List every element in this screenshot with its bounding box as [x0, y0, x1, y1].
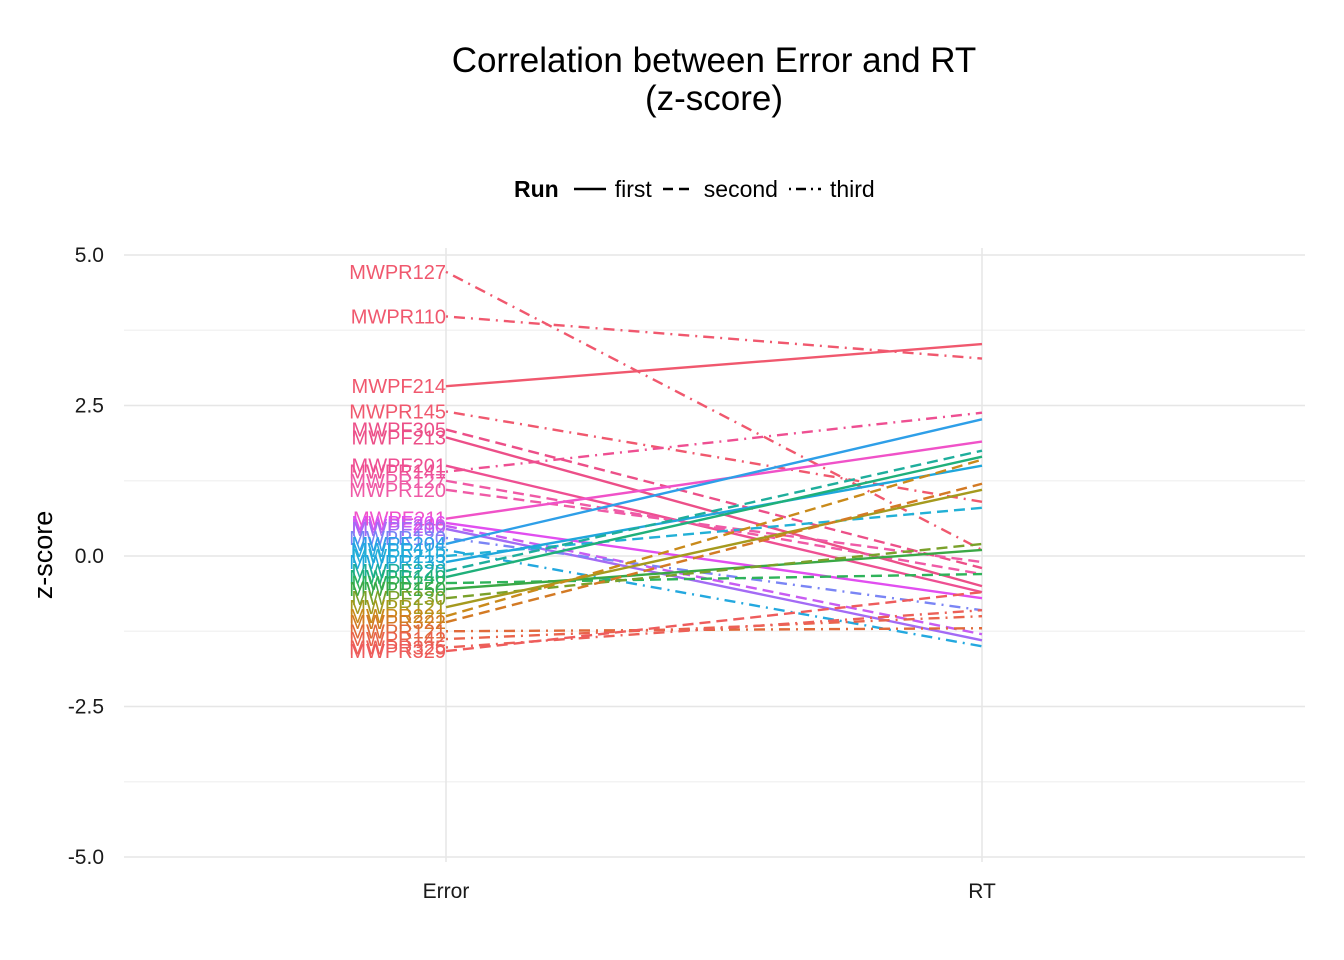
series-line [445, 482, 983, 624]
legend-item-third: third [788, 176, 875, 203]
series-line [445, 488, 983, 609]
series-line [445, 270, 983, 552]
chart-title-line1: Correlation between Error and RT [451, 41, 977, 80]
series-line [445, 464, 983, 564]
series-line [445, 527, 983, 642]
series-label: MWPF215 [352, 546, 446, 568]
series-line [445, 615, 983, 641]
series-labels: MWPR127MWPR110MWPF214MWPR145MWPF305MWPF2… [349, 262, 446, 663]
series-label: MWPF210 [352, 516, 446, 538]
series-line [445, 590, 983, 653]
legend-label-third: third [829, 175, 875, 202]
series-label: MWPR140 [349, 567, 446, 589]
series-label: MWPF220 [352, 561, 446, 583]
series-line [445, 428, 983, 570]
x-tick-label: RT [968, 880, 996, 903]
series-label: MWPR130 [349, 528, 446, 550]
series-label: MWPF213 [352, 427, 446, 449]
series-label: MWPR127 [349, 471, 446, 493]
series-line [445, 572, 983, 585]
legend-item-first: first [573, 176, 652, 203]
y-tick-label: 2.5 [75, 395, 104, 418]
legend-label-second: second [703, 175, 778, 202]
series-label: MWPF230 [352, 588, 446, 610]
series-line [445, 521, 983, 600]
series-line [445, 418, 983, 546]
series-line [445, 524, 983, 636]
y-axis-title: z-score [28, 511, 58, 600]
series-label: MWPR141 [349, 462, 446, 484]
series-label: MWPR127 [349, 262, 446, 284]
y-tick-label: -2.5 [68, 696, 104, 719]
series-label: MWPR121 [349, 597, 446, 619]
series-line [445, 449, 983, 573]
series-label: MWPR150 [349, 579, 446, 601]
y-tick-label: -5.0 [68, 846, 104, 869]
series-label: MWPR121 [349, 621, 446, 643]
series-line [445, 410, 983, 504]
series-label: MWPF305 [352, 420, 446, 442]
y-tick-label: 5.0 [75, 244, 104, 267]
legend-item-second: second [662, 176, 778, 203]
y-ticks: 5.0 2.5 0.0 -2.5 -5.0 [68, 244, 104, 869]
series-label: MWPR145 [349, 402, 446, 424]
series-line [445, 440, 983, 520]
series-label: MWPR325 [349, 638, 446, 660]
series-line [445, 464, 983, 594]
series-line [445, 458, 983, 618]
series-label: MWPF214 [352, 376, 446, 398]
chart-title-line2: (z-score) [644, 79, 784, 118]
legend-key-dotdash [788, 187, 821, 191]
series-label: MWPF211 [353, 509, 446, 531]
series-label: MWPR329 [349, 641, 446, 663]
series-label: MWPR322 [349, 612, 446, 634]
series-lines [445, 270, 983, 653]
series-line [445, 506, 983, 558]
legend-key-solid [573, 187, 606, 191]
series-label: MWPF204 [352, 534, 446, 556]
series-label: MWPF222 [352, 573, 446, 595]
y-tick-label: 0.0 [75, 545, 104, 568]
legend: Run first second third [514, 174, 885, 204]
legend-title: Run [514, 175, 559, 202]
series-label: MWPR221 [349, 606, 446, 628]
series-line [445, 455, 983, 579]
x-ticks: Error RT [423, 880, 996, 903]
legend-label-first: first [614, 175, 652, 202]
series-line [445, 608, 983, 649]
series-line [445, 479, 983, 576]
series-label: MWPF201 [352, 456, 446, 478]
series-line [445, 411, 983, 473]
series-line [445, 315, 983, 360]
series-line [445, 488, 983, 564]
series-label: MWPR120 [349, 480, 446, 502]
series-line [445, 548, 983, 591]
series-line [445, 548, 983, 648]
grid [124, 248, 1305, 862]
x-tick-label: Error [423, 880, 470, 903]
series-label: MWPR142 [349, 629, 446, 651]
series-label: MWPF206 [352, 513, 446, 535]
chart-title: Correlation between Error and RT (z-scor… [0, 42, 1344, 118]
series-line [445, 342, 983, 388]
legend-key-dashed [662, 187, 695, 191]
series-label: MWPF202 [352, 519, 446, 541]
series-label: MWPR110 [351, 306, 446, 328]
series-label: MWPR115 [351, 540, 446, 562]
series-label: MWPR133 [349, 552, 446, 574]
